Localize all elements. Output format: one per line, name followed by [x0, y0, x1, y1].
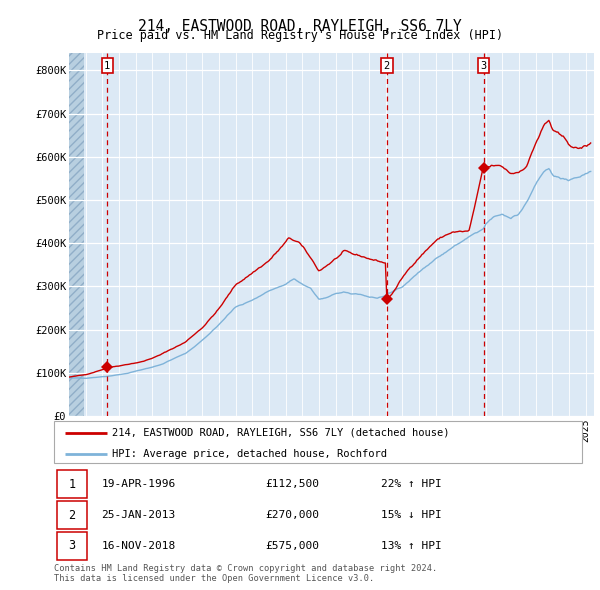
FancyBboxPatch shape	[56, 470, 87, 499]
Text: 15% ↓ HPI: 15% ↓ HPI	[382, 510, 442, 520]
Text: Contains HM Land Registry data © Crown copyright and database right 2024.
This d: Contains HM Land Registry data © Crown c…	[54, 564, 437, 584]
Text: 22% ↑ HPI: 22% ↑ HPI	[382, 479, 442, 489]
FancyBboxPatch shape	[54, 421, 582, 463]
Text: 214, EASTWOOD ROAD, RAYLEIGH, SS6 7LY (detached house): 214, EASTWOOD ROAD, RAYLEIGH, SS6 7LY (d…	[112, 428, 449, 438]
Text: 16-NOV-2018: 16-NOV-2018	[101, 541, 176, 551]
Text: Price paid vs. HM Land Registry's House Price Index (HPI): Price paid vs. HM Land Registry's House …	[97, 30, 503, 42]
Text: 2: 2	[68, 509, 76, 522]
Text: 214, EASTWOOD ROAD, RAYLEIGH, SS6 7LY: 214, EASTWOOD ROAD, RAYLEIGH, SS6 7LY	[138, 19, 462, 34]
Text: 1: 1	[68, 478, 76, 491]
FancyBboxPatch shape	[56, 501, 87, 529]
Text: 1: 1	[104, 61, 110, 71]
Text: 25-JAN-2013: 25-JAN-2013	[101, 510, 176, 520]
Text: £112,500: £112,500	[265, 479, 319, 489]
Text: 13% ↑ HPI: 13% ↑ HPI	[382, 541, 442, 551]
Text: 19-APR-1996: 19-APR-1996	[101, 479, 176, 489]
Text: HPI: Average price, detached house, Rochford: HPI: Average price, detached house, Roch…	[112, 449, 387, 459]
Bar	[69, 53, 85, 416]
Text: 3: 3	[68, 539, 76, 552]
Text: 3: 3	[481, 61, 487, 71]
Text: £270,000: £270,000	[265, 510, 319, 520]
Text: £575,000: £575,000	[265, 541, 319, 551]
FancyBboxPatch shape	[56, 532, 87, 560]
Text: 2: 2	[384, 61, 390, 71]
